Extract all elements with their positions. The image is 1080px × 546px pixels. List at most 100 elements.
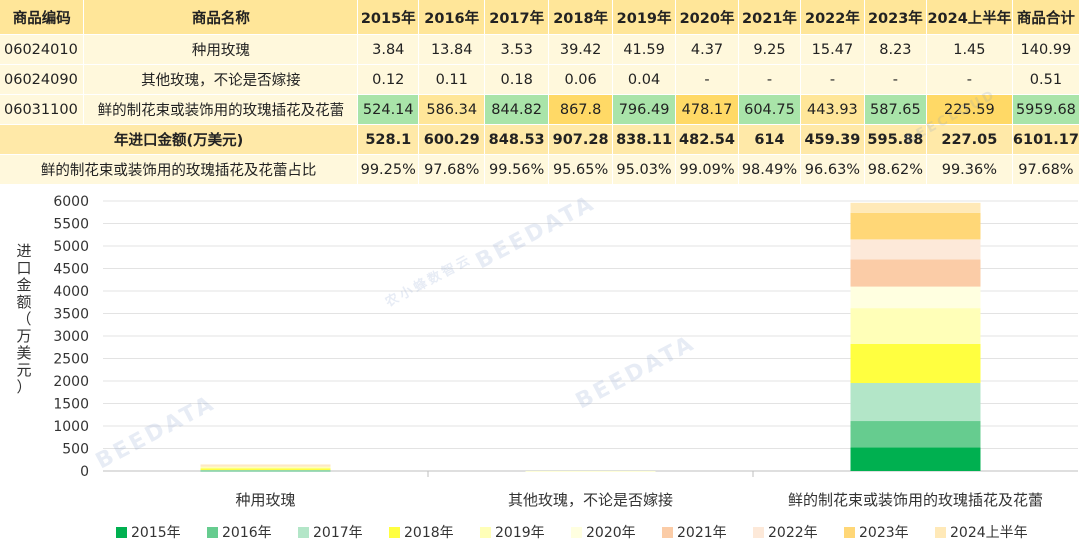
table-cell: 3.53 — [484, 34, 550, 65]
table-cell: 586.34 — [418, 94, 486, 125]
x-axis-categories: 种用玫瑰 其他玫瑰，不论是否嫁接 鲜的制花束或装饰用的玫瑰插花及花蕾 — [235, 491, 1043, 509]
table-cell: 459.39 — [800, 124, 865, 155]
table-cell: 528.1 — [357, 124, 420, 155]
y-axis-label-char: 额 — [16, 293, 31, 311]
bar-segment — [850, 343, 981, 384]
header-cell: 2015年 — [357, 0, 420, 35]
legend-swatch — [480, 527, 491, 538]
table-cell: 99.25% — [357, 154, 420, 185]
table-cell: 867.8 — [548, 94, 614, 125]
table-cell: 39.42 — [548, 34, 614, 65]
bar-segment — [200, 466, 331, 469]
y-tick-label: 2500 — [53, 352, 89, 368]
table-cell: 5959.68 — [1012, 94, 1080, 125]
bar-segment — [525, 470, 656, 472]
y-axis-label-char: 进 — [16, 242, 31, 260]
legend-label: 2023年 — [859, 525, 909, 541]
table-cell: 8.23 — [864, 34, 927, 65]
legend-label: 2021年 — [677, 525, 727, 541]
bar-segment — [200, 468, 331, 471]
table-cell: 587.65 — [864, 94, 927, 125]
y-tick-label: 1000 — [53, 419, 89, 435]
legend-swatch — [116, 527, 127, 538]
table-cell: 907.28 — [548, 124, 614, 155]
table-cell: 0.06 — [548, 64, 614, 95]
table-row: 06024010 种用玫瑰 3.84 13.84 3.53 39.42 41.5… — [0, 34, 1080, 65]
legend: 2015年 2016年 2017年 2018年 2019年 2020年 2021年 2022年… — [116, 525, 1028, 541]
y-tick-label: 0 — [80, 464, 89, 480]
table-cell: - — [864, 64, 927, 95]
table-cell: 140.99 — [1012, 34, 1080, 65]
y-tick-label: 3500 — [53, 307, 89, 323]
legend-label: 2022年 — [768, 525, 818, 541]
table-cell: 95.03% — [612, 154, 677, 185]
table-cell: 鲜的制花束或装饰用的玫瑰插花及花蕾 — [83, 94, 359, 125]
share-row-label: 鲜的制花束或装饰用的玫瑰插花及花蕾占比 — [0, 154, 359, 185]
y-tick-label: 5500 — [53, 217, 89, 233]
table-cell: - — [800, 64, 865, 95]
header-cell: 商品编码 — [0, 0, 85, 35]
table-cell: 1.45 — [926, 34, 1013, 65]
header-cell: 2024上半年 — [926, 0, 1013, 35]
table-cell: 其他玫瑰，不论是否嫁接 — [83, 64, 359, 95]
stacked-bar-chart: 0 500 1000 1500 2000 2500 3000 3500 4000 4500 5000… — [16, 194, 1078, 541]
table-cell: 15.47 — [800, 34, 865, 65]
table-cell: 96.63% — [800, 154, 865, 185]
header-cell: 2019年 — [612, 0, 677, 35]
share-row: 鲜的制花束或装饰用的玫瑰插花及花蕾占比 99.25% 97.68% 99.56%… — [0, 154, 1080, 185]
legend-swatch — [571, 527, 582, 538]
table-cell: 595.88 — [864, 124, 927, 155]
table-cell: 614 — [738, 124, 801, 155]
table-cell: 06024010 — [0, 34, 85, 65]
table-cell: 0.18 — [484, 64, 550, 95]
bar-segment — [200, 470, 331, 471]
import-table: 商品编码 商品名称 2015年 2016年 2017年 2018年 2019年 … — [0, 0, 1080, 185]
y-tick-label: 2000 — [53, 374, 89, 390]
table-cell: 0.51 — [1012, 64, 1080, 95]
y-axis-label-char: （ — [16, 310, 31, 328]
y-axis-label-char: 美 — [16, 344, 31, 362]
header-cell: 2016年 — [418, 0, 486, 35]
y-axis-label: 进口金额（万美元） — [16, 242, 31, 396]
legend-swatch — [662, 527, 673, 538]
table-cell: - — [926, 64, 1013, 95]
x-category-label: 种用玫瑰 — [235, 491, 295, 509]
bar-segment — [200, 465, 331, 466]
bar-segment — [850, 259, 981, 287]
y-axis-label-char: 金 — [16, 276, 31, 294]
y-axis-label-char: 口 — [16, 259, 31, 277]
bar-segment — [850, 308, 981, 344]
table-cell: 06024090 — [0, 64, 85, 95]
table-cell: 41.59 — [612, 34, 677, 65]
y-tick-label: 4000 — [53, 284, 89, 300]
total-row: 年进口金额(万美元) 528.1 600.29 848.53 907.28 83… — [0, 124, 1080, 155]
total-row-label: 年进口金额(万美元) — [0, 124, 359, 155]
header-cell: 2021年 — [738, 0, 801, 35]
bar-segment — [200, 466, 331, 467]
bar-segment — [200, 470, 331, 472]
table-cell: - — [738, 64, 801, 95]
legend-label: 2024上半年 — [950, 525, 1028, 541]
bars — [200, 202, 981, 472]
table-header-row: 商品编码 商品名称 2015年 2016年 2017年 2018年 2019年 … — [0, 0, 1080, 35]
header-cell: 2022年 — [800, 0, 865, 35]
table-cell: 9.25 — [738, 34, 801, 65]
legend-label: 2015年 — [131, 525, 181, 541]
bar-segment — [200, 465, 331, 467]
table-row: 06024090 其他玫瑰，不论是否嫁接 0.12 0.11 0.18 0.06… — [0, 64, 1080, 95]
legend-swatch — [298, 527, 309, 538]
x-category-label: 其他玫瑰，不论是否嫁接 — [508, 491, 673, 509]
table-cell: 443.93 — [800, 94, 865, 125]
table-cell: 225.59 — [926, 94, 1013, 125]
legend-swatch — [753, 527, 764, 538]
y-axis-label-char: 万 — [16, 327, 31, 345]
header-cell: 2020年 — [675, 0, 739, 35]
legend-label: 2020年 — [586, 525, 636, 541]
table-cell: 0.11 — [418, 64, 486, 95]
table-cell: 844.82 — [484, 94, 550, 125]
table-cell: 99.09% — [675, 154, 739, 185]
table-cell: 6101.17 — [1012, 124, 1080, 155]
y-tick-label: 500 — [62, 442, 89, 458]
table-cell: - — [675, 64, 739, 95]
bar-segment — [850, 447, 981, 471]
